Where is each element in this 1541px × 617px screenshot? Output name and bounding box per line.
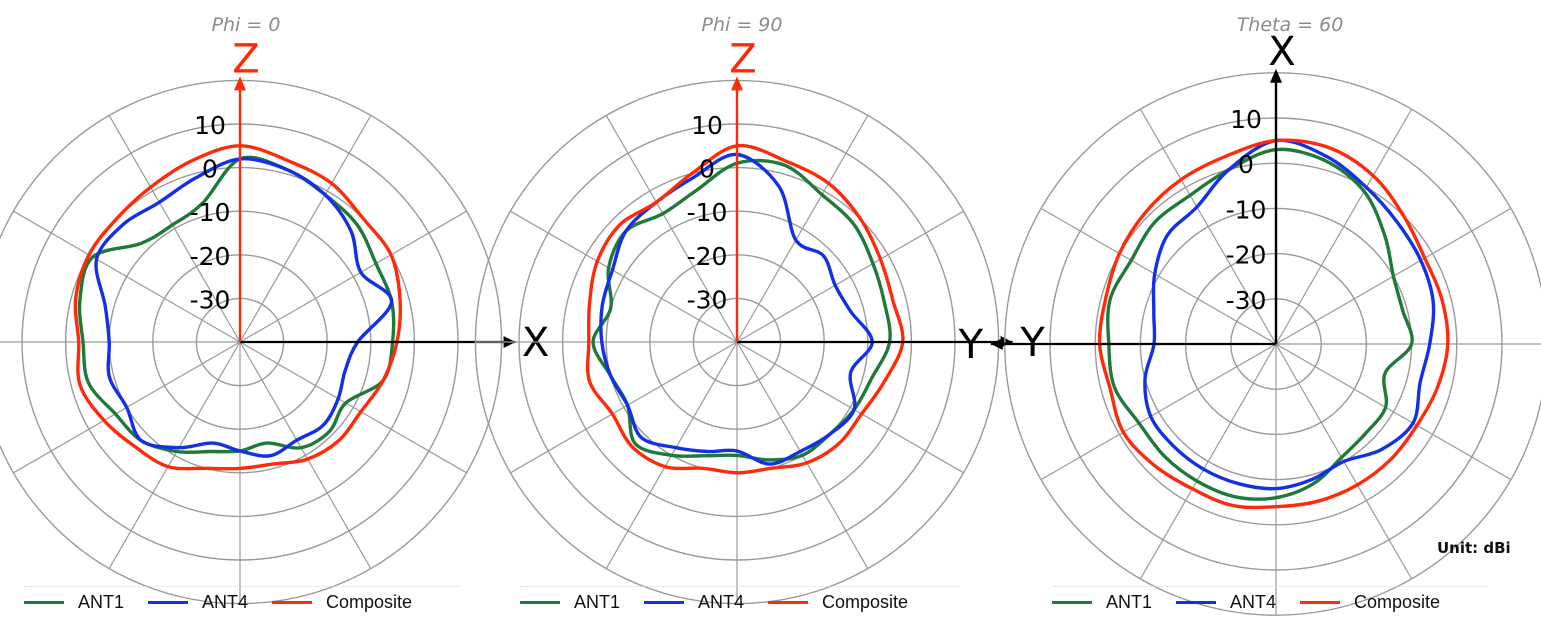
legend-item-ant1: ANT1: [520, 592, 620, 613]
grid-spoke: [108, 341, 241, 569]
chart-title-phi-90: Phi = 90: [701, 14, 783, 36]
legend-swatch-composite: [1300, 600, 1341, 604]
radial-tick-label: 10: [1230, 105, 1262, 134]
horizontal-axis-label: X: [522, 320, 549, 366]
series-line-ant4: [599, 152, 874, 466]
vertical-axis-label: Z: [232, 36, 259, 82]
chart-title-phi-0: Phi = 0: [211, 14, 281, 36]
grid-spoke: [736, 115, 869, 343]
grid-spoke: [239, 210, 467, 343]
radial-tick-label: 10: [194, 111, 226, 140]
legend-label-ant1: ANT1: [574, 591, 621, 612]
vertical-axis-label: Z: [729, 36, 756, 82]
legend-swatch-composite: [272, 600, 313, 604]
legend-item-composite: Composite: [1300, 592, 1440, 613]
grid-spoke: [239, 341, 467, 474]
radial-tick-label: 0: [699, 155, 715, 184]
radial-tick-label: -20: [1226, 241, 1267, 270]
legend-swatch-ant1: [1052, 600, 1092, 604]
grid-spoke: [736, 210, 964, 343]
grid-spoke: [1040, 207, 1277, 345]
horizontal-axis-arrowhead: [990, 338, 1003, 350]
radial-tick-label: -30: [1226, 286, 1267, 315]
grid-spoke: [1275, 343, 1512, 481]
horizontal-axis-label: Y: [958, 322, 984, 368]
legend-label-ant1: ANT1: [78, 591, 125, 612]
vertical-axis-label: X: [1268, 29, 1295, 75]
legend-swatch-ant4: [1176, 600, 1217, 604]
legend-item-ant4: ANT4: [148, 592, 248, 613]
radial-tick-label: -20: [687, 242, 728, 271]
grid-spoke: [736, 341, 964, 474]
series-line-ant4: [94, 157, 394, 458]
legend-swatch-ant4: [644, 600, 685, 604]
legend-phi-90: ANT1 ANT4 Composite: [520, 586, 960, 617]
legend-label-composite: Composite: [822, 591, 909, 612]
legend-swatch-composite: [768, 600, 809, 604]
radial-tick-label: -10: [687, 198, 728, 227]
unit-label: Unit: dBi: [1437, 539, 1511, 557]
grid-spoke: [13, 210, 241, 343]
vertical-axis-arrowhead: [234, 76, 246, 91]
vertical-axis-arrowhead: [731, 76, 743, 91]
vertical-axis-arrowhead: [1270, 68, 1282, 83]
legend-item-ant1: ANT1: [24, 592, 124, 613]
series-line-ant1: [1106, 147, 1414, 501]
legend-item-ant4: ANT4: [1176, 592, 1276, 613]
legend-swatch-ant4: [148, 600, 189, 604]
legend-item-composite: Composite: [768, 592, 908, 613]
grid-spoke: [1139, 343, 1277, 580]
legend-item-composite: Composite: [272, 592, 412, 613]
legend-theta-60: ANT1 ANT4 Composite: [1052, 586, 1488, 617]
grid-spoke: [510, 341, 738, 474]
grid-spoke: [108, 115, 241, 343]
legend-swatch-ant1: [520, 600, 560, 604]
legend-label-ant4: ANT4: [698, 591, 745, 612]
legend-phi-0: ANT1 ANT4 Composite: [24, 586, 460, 617]
radial-tick-label: -30: [687, 285, 728, 314]
series-line-ant1: [591, 158, 892, 462]
grid-spoke: [1275, 108, 1413, 345]
grid-spoke: [239, 115, 372, 343]
legend-item-ant4: ANT4: [644, 592, 744, 613]
series-line-composite: [585, 143, 905, 475]
series-line-ant4: [1143, 138, 1436, 491]
radial-tick-label: 0: [202, 155, 218, 184]
legend-swatch-ant1: [24, 600, 64, 604]
grid-spoke: [1139, 108, 1277, 345]
radial-tick-label: -10: [190, 198, 231, 227]
series-line-composite: [73, 144, 403, 471]
radial-tick-label: 10: [691, 111, 723, 140]
grid-spoke: [1040, 343, 1277, 481]
grid-spoke: [239, 341, 372, 569]
legend-label-ant4: ANT4: [1230, 591, 1277, 612]
radial-tick-label: -10: [1226, 195, 1267, 224]
grid-spoke: [605, 115, 738, 343]
radial-tick-label: -20: [190, 242, 231, 271]
legend-label-ant1: ANT1: [1106, 591, 1153, 612]
legend-label-composite: Composite: [326, 591, 413, 612]
grid-spoke: [510, 210, 738, 343]
radial-tick-label: -30: [190, 285, 231, 314]
radial-tick-label: 0: [1238, 150, 1254, 179]
series-line-composite: [1097, 138, 1450, 510]
chart-title-theta-60: Theta = 60: [1236, 14, 1344, 36]
legend-item-ant1: ANT1: [1052, 592, 1152, 613]
legend-label-composite: Composite: [1354, 591, 1441, 612]
legend-label-ant4: ANT4: [202, 591, 249, 612]
